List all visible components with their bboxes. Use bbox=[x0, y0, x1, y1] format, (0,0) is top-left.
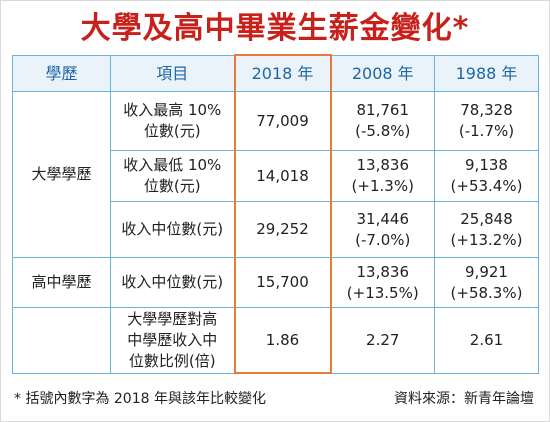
table-row: 大學學歷對高 中學歷收入中 位數比例(倍) 1.86 2.27 2.61 bbox=[12, 307, 539, 374]
item-line: 位數(元) bbox=[143, 122, 201, 140]
item-cell: 大學學歷對高 中學歷收入中 位數比例(倍) bbox=[110, 307, 235, 374]
group-empty bbox=[12, 307, 111, 374]
item-cell: 收入中位數(元) bbox=[110, 201, 235, 258]
table-row: 高中學歷 收入中位數(元) 15,700 13,836 (+13.5%) 9,9… bbox=[12, 257, 539, 308]
table-row: 收入中位數(元) 29,252 31,446 (-7.0%) 25,848 (+… bbox=[13, 201, 539, 258]
change: (-7.0%) bbox=[355, 230, 411, 249]
value-2008: 2.27 bbox=[330, 307, 435, 374]
value-2018: 14,018 bbox=[233, 150, 332, 202]
header-education: 學歷 bbox=[12, 54, 111, 92]
value-1988: 78,328 (-1.7%) bbox=[434, 91, 539, 151]
header-1988: 1988 年 bbox=[434, 54, 539, 92]
item-line: 位數比例(倍) bbox=[128, 351, 216, 370]
value-1988: 25,848 (+13.2%) bbox=[434, 201, 539, 258]
value-1988: 9,138 (+53.4%) bbox=[434, 150, 539, 202]
table-row: 大學學歷 收入最高 10% 位數(元) 77,009 81,761 (-5.8%… bbox=[12, 91, 539, 258]
value: 78,328 bbox=[460, 101, 513, 119]
change: (-5.8%) bbox=[355, 122, 411, 140]
value-2018: 29,252 bbox=[233, 201, 332, 258]
table-title: 大學及高中畢業生薪金變化* bbox=[80, 11, 470, 46]
group-university: 大學學歷 bbox=[12, 91, 111, 258]
item-line: 收入最低 10% bbox=[123, 156, 222, 174]
value-2008: 31,446 (-7.0%) bbox=[330, 201, 435, 258]
item-cell: 收入最低 10% 位數(元) bbox=[110, 150, 235, 202]
footnote: * 括號內數字為 2018 年與該年比較變化 bbox=[14, 391, 266, 407]
change: (+58.3%) bbox=[450, 283, 523, 302]
footer: * 括號內數字為 2018 年與該年比較變化 資料來源：新青年論壇 bbox=[12, 388, 538, 410]
header-2018: 2018 年 bbox=[233, 54, 332, 92]
value-2018: 1.86 bbox=[233, 307, 332, 374]
item-cell: 收入最高 10% 位數(元) bbox=[110, 91, 235, 151]
value: 81,761 bbox=[356, 101, 410, 119]
salary-table: 學歷 項目 2018 年 2008 年 1988 年 大學學歷 收入最高 10%… bbox=[12, 54, 539, 374]
value-1988: 9,921 (+58.3%) bbox=[434, 257, 539, 308]
value-2008: 13,836 (+1.3%) bbox=[330, 150, 435, 202]
value: 13,836 bbox=[356, 156, 410, 174]
group-highschool: 高中學歷 bbox=[12, 257, 111, 308]
item-line: 位數(元) bbox=[143, 177, 201, 195]
item-line: 收入最高 10% bbox=[123, 101, 222, 119]
value-2008: 13,836 (+13.5%) bbox=[330, 257, 435, 308]
item-line: 大學學歷對高 bbox=[127, 309, 218, 328]
change: (+53.4%) bbox=[450, 177, 523, 195]
value: 9,921 bbox=[465, 262, 508, 281]
value-2008: 81,761 (-5.8%) bbox=[330, 91, 435, 151]
value: 25,848 bbox=[460, 209, 513, 228]
item-cell: 收入中位數(元) bbox=[110, 257, 235, 308]
change: (+13.2%) bbox=[450, 230, 523, 249]
value-2018: 15,700 bbox=[233, 257, 332, 308]
item-line: 中學歷收入中 bbox=[127, 330, 218, 349]
change: (+13.5%) bbox=[346, 283, 419, 302]
value-1988: 2.61 bbox=[434, 307, 539, 374]
change: (+1.3%) bbox=[351, 177, 414, 195]
source-credit: 資料來源：新青年論壇 bbox=[394, 391, 534, 407]
value-2018: 77,009 bbox=[233, 91, 332, 151]
header-2008: 2008 年 bbox=[330, 54, 435, 92]
value: 13,836 bbox=[356, 262, 410, 281]
change: (-1.7%) bbox=[458, 122, 515, 140]
header-row: 學歷 項目 2018 年 2008 年 1988 年 bbox=[12, 54, 539, 92]
value: 31,446 bbox=[356, 209, 410, 228]
value: 9,138 bbox=[465, 156, 508, 174]
header-item: 項目 bbox=[110, 54, 235, 92]
